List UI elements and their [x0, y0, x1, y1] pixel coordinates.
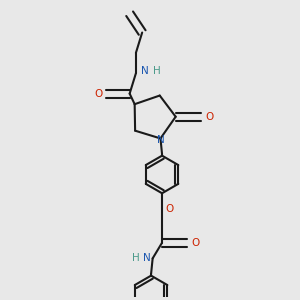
Text: N: N — [141, 66, 148, 76]
Text: O: O — [166, 204, 174, 214]
Text: H: H — [153, 66, 161, 76]
Text: N: N — [142, 253, 150, 263]
Text: H: H — [131, 253, 139, 263]
Text: O: O — [206, 112, 214, 122]
Text: O: O — [192, 238, 200, 248]
Text: N: N — [157, 135, 164, 145]
Text: O: O — [94, 88, 102, 99]
